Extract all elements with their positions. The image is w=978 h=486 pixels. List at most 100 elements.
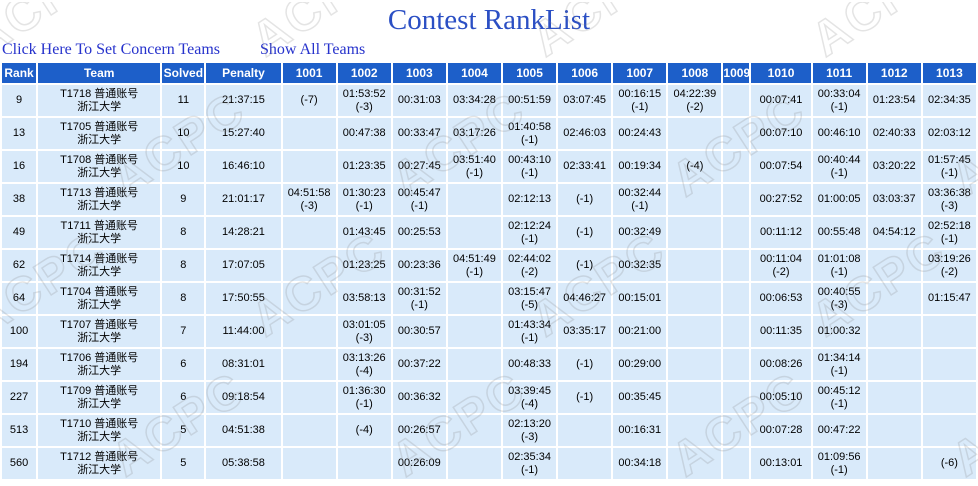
- problem-cell-1006: 03:35:17: [558, 316, 612, 347]
- rank-cell: 194: [2, 349, 37, 380]
- column-header-1011: 1011: [812, 63, 866, 83]
- wrong-tries: (-1): [520, 463, 539, 476]
- wrong-tries: (-3): [355, 331, 373, 344]
- solve-time: 01:36:30: [342, 384, 386, 397]
- wrong-tries: (-3): [520, 430, 539, 443]
- solve-time: 00:47:22: [817, 424, 861, 436]
- problem-cell-1002: 01:23:35: [337, 151, 391, 182]
- column-header-rank: Rank: [2, 63, 37, 83]
- solve-time: 02:52:18: [927, 219, 971, 232]
- problem-cell-1005: 01:40:58 (-1): [502, 118, 557, 149]
- wrong-tries: (-3): [940, 199, 958, 212]
- problem-cell-1001: [282, 349, 336, 380]
- solve-time: 00:48:33: [508, 358, 551, 370]
- wrong-tries: (-1): [940, 166, 958, 179]
- solve-time: 03:15:47: [508, 285, 551, 298]
- problem-cell-1001: [282, 217, 336, 248]
- solve-time: 00:40:44: [817, 153, 861, 166]
- column-header-1006: 1006: [558, 63, 612, 83]
- problem-cell-1001: [282, 415, 336, 446]
- column-header-1001: 1001: [282, 63, 336, 83]
- problem-cell-1011: 00:33:04 (-1): [812, 85, 866, 116]
- wrong-tries: (-1): [940, 232, 958, 245]
- solve-time: 03:58:13: [342, 292, 386, 304]
- solve-time: 00:30:57: [397, 325, 441, 337]
- wrong-tries: (-3): [300, 199, 318, 212]
- penalty-cell: 16:46:10: [206, 151, 281, 182]
- problem-cell-1007: 00:32:49: [613, 217, 667, 248]
- team-cell: T1712 普通账号 浙江大学: [38, 448, 161, 479]
- problem-cell-1007: 00:21:00: [613, 316, 667, 347]
- problem-cell-1006: (-1): [558, 349, 612, 380]
- solve-time: 04:51:49: [453, 252, 496, 265]
- problem-cell-1008: [668, 283, 722, 314]
- solve-time: 00:29:00: [618, 358, 662, 370]
- problem-cell-1007: 00:32:44 (-1): [613, 184, 667, 215]
- solve-time: 03:13:26: [342, 351, 386, 364]
- problem-cell-1010: 00:13:01: [751, 448, 811, 479]
- column-header-solved: Solved: [162, 63, 205, 83]
- problem-cell-1003: 00:25:53: [392, 217, 446, 248]
- problem-cell-1002: [337, 448, 391, 479]
- ranklist-table: Rank Team Solved Penalty 1001 1002 1003 1004 100…: [0, 61, 978, 481]
- rank-cell: 62: [2, 250, 37, 281]
- problem-cell-1011: 01:00:32: [812, 316, 866, 347]
- problem-cell-1013: [922, 382, 976, 413]
- problem-cell-1012: [867, 415, 921, 446]
- problem-cell-1007: 00:35:45: [613, 382, 667, 413]
- penalty-cell: 14:28:21: [206, 217, 281, 248]
- wrong-tries: (-1): [576, 358, 594, 370]
- wrong-tries: (-1): [355, 397, 373, 410]
- problem-cell-1007: 00:16:15 (-1): [613, 85, 667, 116]
- problem-cell-1012: [867, 382, 921, 413]
- team-cell: T1711 普通账号 浙江大学: [38, 217, 161, 248]
- problem-cell-1003: 00:37:22: [392, 349, 446, 380]
- problem-cell-1009: [723, 217, 750, 248]
- rank-cell: 38: [2, 184, 37, 215]
- problem-cell-1010: 00:11:12: [751, 217, 811, 248]
- solve-time: 00:26:57: [397, 424, 441, 436]
- problem-cell-1011: 01:00:05: [812, 184, 866, 215]
- problem-cell-1009: [723, 118, 750, 149]
- wrong-tries: (-5): [520, 298, 539, 311]
- problem-cell-1002: 03:01:05 (-3): [337, 316, 391, 347]
- problem-cell-1011: 00:40:55 (-3): [812, 283, 866, 314]
- team-cell: T1706 普通账号 浙江大学: [38, 349, 161, 380]
- team-name: T1709 普通账号: [60, 384, 139, 397]
- column-header-1009: 1009: [723, 63, 750, 83]
- column-header-1012: 1012: [867, 63, 921, 83]
- solve-time: 00:07:41: [759, 94, 803, 106]
- table-row: 49 T1711 普通账号 浙江大学 8 14:28:21 01:43:45 00:25:5…: [2, 217, 976, 248]
- problem-cell-1012: 01:23:54: [867, 85, 921, 116]
- problem-cell-1002: 01:23:25: [337, 250, 391, 281]
- problem-cell-1012: 04:54:12: [867, 217, 921, 248]
- solved-cell: 10: [162, 151, 205, 182]
- penalty-cell: 05:38:58: [206, 448, 281, 479]
- solve-time: 00:55:48: [817, 226, 861, 238]
- problem-cell-1005: 00:51:59: [502, 85, 557, 116]
- wrong-tries: (-1): [410, 298, 428, 311]
- solved-cell: 8: [162, 250, 205, 281]
- page-title: Contest RankList: [387, 4, 591, 36]
- problem-cell-1013: [922, 415, 976, 446]
- team-school: 浙江大学: [77, 331, 122, 344]
- problem-cell-1009: [723, 382, 750, 413]
- problem-cell-1005: 02:12:24 (-1): [502, 217, 557, 248]
- problem-cell-1011: 00:47:22: [812, 415, 866, 446]
- penalty-cell: 08:31:01: [206, 349, 281, 380]
- problem-cell-1011: 00:46:10: [812, 118, 866, 149]
- problem-cell-1001: [282, 250, 336, 281]
- set-concern-teams-link[interactable]: Click Here To Set Concern Teams: [2, 41, 221, 58]
- solve-time: 01:43:34: [508, 318, 551, 331]
- problem-cell-1005: 02:44:02 (-2): [502, 250, 557, 281]
- table-row: 513 T1710 普通账号 浙江大学 5 04:51:38 (-4) 00:26:57 02…: [2, 415, 976, 446]
- show-all-teams-link[interactable]: Show All Teams: [260, 41, 366, 58]
- rank-cell: 49: [2, 217, 37, 248]
- team-name: T1718 普通账号: [60, 87, 139, 100]
- team-name: T1710 普通账号: [60, 417, 139, 430]
- problem-cell-1007: 00:19:34: [613, 151, 667, 182]
- solve-time: 00:31:52: [397, 285, 441, 298]
- team-cell: T1713 普通账号 浙江大学: [38, 184, 161, 215]
- solve-time: 00:26:09: [397, 457, 441, 469]
- links-row: Click Here To Set Concern Teams Show All…: [0, 40, 978, 60]
